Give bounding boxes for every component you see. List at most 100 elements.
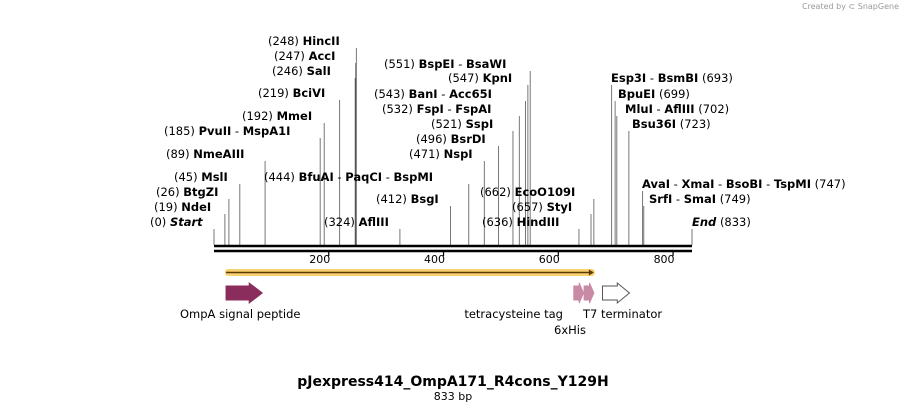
site-label[interactable]: (657) StyI: [512, 200, 572, 214]
site-label[interactable]: (248) HincII: [268, 34, 340, 48]
site-text: BtgZI: [183, 185, 218, 199]
site-text: BsgI: [411, 192, 439, 206]
feature-arrow-icon[interactable]: [601, 281, 631, 305]
site-label[interactable]: (547) KpnI: [448, 71, 512, 85]
site-label[interactable]: (219) BciVI: [258, 86, 325, 100]
feature-label: OmpA signal peptide: [180, 307, 301, 321]
site-text: (547): [448, 71, 479, 85]
site-label[interactable]: AvaI - XmaI - BsoBI - TspMI (747): [642, 177, 846, 191]
site-text: (412): [376, 192, 407, 206]
site-label[interactable]: (551) BspEI - BsaWI: [384, 57, 506, 71]
site-text: (699): [659, 87, 690, 101]
site-label[interactable]: Esp3I - BsmBI (693): [611, 71, 733, 85]
site-label[interactable]: (26) BtgZI: [156, 185, 218, 199]
site-text: AvaI: [642, 177, 670, 191]
site-text: (246): [272, 64, 303, 78]
site-bani[interactable]: (543) BanI - Acc65I: [374, 87, 526, 245]
feature-arrow-icon[interactable]: [583, 282, 595, 304]
site-text: SspI: [466, 117, 494, 131]
site-text: (723): [680, 117, 711, 131]
site-bcivi[interactable]: (219) BciVI: [258, 86, 341, 245]
site-bsu36i[interactable]: Bsu36I (723): [628, 117, 711, 245]
site-label[interactable]: (636) HindIII: [482, 215, 559, 229]
site-text: (693): [702, 71, 733, 85]
site-label[interactable]: (444) BfuAI - PaqCI - BspMI: [264, 170, 433, 184]
site-esp3i[interactable]: Esp3I - BsmBI (693): [611, 71, 733, 245]
site-bsgi[interactable]: (412) BsgI: [376, 192, 451, 245]
site-label[interactable]: (412) BsgI: [376, 192, 439, 206]
feature-tetracysteine[interactable]: tetracysteine tag: [464, 282, 585, 321]
site-text: AflIII: [359, 215, 389, 229]
site-label[interactable]: (0) Start: [150, 215, 203, 229]
site-text: EcoO109I: [515, 185, 576, 199]
feature-his[interactable]: 6xHis: [554, 282, 595, 337]
site-fspi[interactable]: (532) FspI - FspAI: [382, 102, 520, 245]
site-mmei[interactable]: (192) MmeI: [242, 109, 325, 245]
site-hindiii[interactable]: (636) HindIII: [482, 215, 580, 245]
site-label[interactable]: (45) MslI: [174, 170, 228, 184]
site-bsrdi[interactable]: (496) BsrDI: [416, 132, 500, 245]
site-label[interactable]: (192) MmeI: [242, 109, 312, 123]
snapgene-logo-icon: ⊂: [848, 2, 856, 11]
restriction-sites: (0) Start(19) NdeI(26) BtgZI(45) MslI (89…: [150, 34, 846, 245]
site-text: NmeAIII: [193, 147, 244, 161]
site-text: (496): [416, 132, 447, 146]
site-label[interactable]: (324) AflIII: [324, 215, 389, 229]
site-label[interactable]: (521) SspI: [431, 117, 493, 131]
site-label[interactable]: Bsu36I (723): [632, 117, 711, 131]
site-label[interactable]: End (833): [692, 215, 751, 229]
site-label[interactable]: (532) FspI - FspAI: [382, 102, 491, 116]
site-afliii[interactable]: (324) AflIII: [324, 215, 401, 245]
feature-ompa[interactable]: OmpA signal peptide: [180, 281, 301, 321]
site-text: BciVI: [293, 86, 326, 100]
site-btgzi[interactable]: (26) BtgZI: [156, 185, 230, 245]
feature-arrow-icon[interactable]: [573, 282, 585, 304]
site-pvuii[interactable]: (185) PvuII - MspA1I: [164, 124, 321, 245]
site-label[interactable]: (246) SalI: [272, 64, 331, 78]
site-label[interactable]: SrfI - SmaI (749): [649, 192, 751, 206]
orf-track[interactable]: [225, 269, 595, 276]
site-text: BspMI: [394, 170, 434, 184]
site-end[interactable]: End (833): [691, 215, 751, 245]
site-text: BfuAI: [299, 170, 334, 184]
site-ndei[interactable]: (19) NdeI: [154, 200, 226, 245]
branding-app: SnapGene: [857, 2, 899, 11]
site-bfuai[interactable]: (444) BfuAI - PaqCI - BspMI: [264, 170, 470, 245]
site-label[interactable]: (185) PvuII - MspA1I: [164, 124, 290, 138]
site-styi[interactable]: (657) StyI: [512, 200, 592, 245]
site-label[interactable]: (662) EcoO109I: [480, 185, 575, 199]
site-label[interactable]: (19) NdeI: [154, 200, 211, 214]
site-label[interactable]: (471) NspI: [409, 147, 473, 161]
site-label[interactable]: (496) BsrDI: [416, 132, 486, 146]
site-avai[interactable]: AvaI - XmaI - BsoBI - TspMI (747): [642, 177, 846, 245]
site-text: NspI: [444, 147, 473, 161]
site-text: (532): [382, 102, 413, 116]
site-bspei[interactable]: (551) BspEI - BsaWI: [384, 57, 531, 245]
site-kpni[interactable]: (547) KpnI: [448, 71, 529, 245]
site-msli[interactable]: (45) MslI: [174, 170, 241, 245]
site-acci[interactable]: (247) AccI: [274, 49, 357, 245]
site-srfi[interactable]: SrfI - SmaI (749): [643, 192, 751, 245]
site-start[interactable]: (0) Start: [150, 215, 215, 245]
feature-t7term[interactable]: T7 terminator: [582, 281, 662, 321]
site-text: PaqCI: [345, 170, 382, 184]
site-ecoo109i[interactable]: (662) EcoO109I: [480, 185, 595, 245]
site-nspi[interactable]: (471) NspI: [409, 147, 485, 245]
site-bpuei[interactable]: BpuEI (699): [614, 87, 690, 245]
site-label[interactable]: (543) BanI - Acc65I: [374, 87, 492, 101]
site-label[interactable]: MluI - AflIII (702): [625, 102, 729, 116]
tick-label: 600: [539, 253, 560, 266]
tick-label: 800: [654, 253, 675, 266]
ruler-ticks: 200 400 600 800: [309, 251, 675, 266]
site-sali[interactable]: (246) SalI: [272, 64, 356, 245]
site-label[interactable]: BpuEI (699): [618, 87, 690, 101]
site-sspi[interactable]: (521) SspI: [431, 117, 514, 245]
site-hincii[interactable]: (248) HincII: [268, 34, 357, 245]
site-nmeaiii[interactable]: (89) NmeAIII: [166, 147, 266, 245]
site-text: Esp3I: [611, 71, 646, 85]
site-label[interactable]: (89) NmeAIII: [166, 147, 244, 161]
site-mlui[interactable]: MluI - AflIII (702): [616, 102, 729, 245]
site-label[interactable]: (247) AccI: [274, 49, 335, 63]
feature-arrow-icon[interactable]: [225, 281, 264, 305]
site-text: (89): [166, 147, 190, 161]
